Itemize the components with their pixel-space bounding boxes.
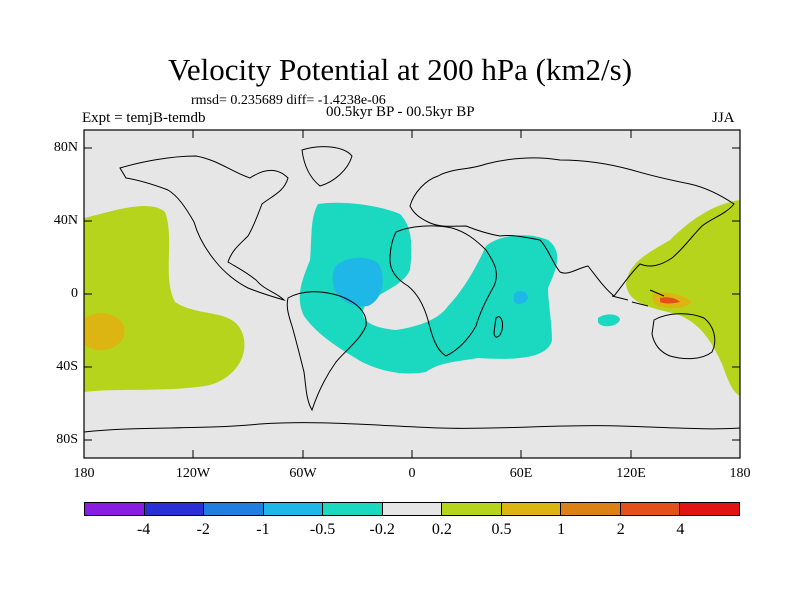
contour-negative-atlantic-indian	[299, 202, 558, 374]
colorbar-label: 2	[616, 521, 625, 538]
colorbar-swatch	[680, 503, 740, 515]
lat-label-40n: 40N	[53, 213, 78, 228]
contour-negative-0.5-atlantic	[332, 257, 383, 307]
coast-antarctica	[84, 422, 740, 433]
lon-label-60e: 60E	[509, 466, 533, 481]
colorbar-label: 0.2	[431, 521, 452, 538]
contour-negative-0.5-indian	[514, 291, 528, 305]
colorbar-label: -1	[256, 521, 270, 538]
colorbar-swatch	[323, 503, 383, 515]
colorbar-label: -0.2	[369, 521, 395, 538]
lon-label-120w: 120W	[175, 466, 211, 481]
colorbar-label: 4	[676, 521, 685, 538]
colorbar-swatch	[442, 503, 502, 515]
lat-label-0: 0	[71, 286, 78, 301]
coast-south-america	[286, 291, 367, 412]
colorbar-swatch	[501, 503, 562, 515]
period-label: 00.5kyr BP - 00.5kyr BP	[326, 104, 475, 120]
coastlines	[84, 146, 740, 433]
contour-negative-small-patch	[598, 314, 620, 327]
coast-eurasia	[409, 157, 735, 297]
coast-madagascar	[493, 316, 503, 338]
colorbar-label: -0.5	[309, 521, 336, 538]
map-title: Velocity Potential at 200 hPa (km2/s)	[167, 52, 633, 87]
colorbar-label: 1	[557, 521, 566, 538]
lat-label-80s: 80S	[56, 432, 78, 447]
stats-text: rmsd= 0.235689 diff= -1.4238e-06	[191, 93, 386, 108]
coast-australia	[651, 313, 716, 360]
colorbar-swatch	[144, 503, 205, 515]
coast-africa	[389, 225, 497, 357]
colorbar-swatch	[263, 503, 324, 515]
lat-label-40s: 40S	[56, 359, 78, 374]
lon-label-180e: 180	[729, 466, 751, 481]
colorbar	[84, 502, 740, 516]
contour-fills	[84, 200, 740, 396]
coast-greenland	[301, 146, 353, 187]
colorbar-swatch	[561, 503, 621, 515]
lon-label-180w: 180	[73, 466, 95, 481]
contour-positive-2-warm-pool	[660, 297, 680, 304]
contour-positive-0.5-pacific	[84, 313, 125, 351]
colorbar-label: 0.5	[491, 521, 512, 538]
colorbar-swatch	[204, 503, 264, 515]
axis-ticks	[84, 130, 740, 458]
contour-positive-east-pacific	[84, 205, 245, 392]
coast-indonesia	[611, 289, 665, 307]
lat-label-80n: 80N	[53, 140, 78, 155]
colorbar-swatch	[85, 503, 145, 515]
lon-label-0: 0	[408, 466, 416, 481]
lon-label-120e: 120E	[616, 466, 646, 481]
season-label: JJA	[712, 110, 735, 126]
colorbar-label: -4	[136, 521, 151, 538]
coast-north-america	[119, 155, 289, 302]
colorbar-swatch	[382, 503, 443, 515]
colorbar-swatch	[620, 503, 681, 515]
colorbar-label: -2	[196, 521, 210, 538]
experiment-label: Expt = temjB-temdb	[82, 110, 206, 126]
lon-label-60w: 60W	[289, 466, 317, 481]
